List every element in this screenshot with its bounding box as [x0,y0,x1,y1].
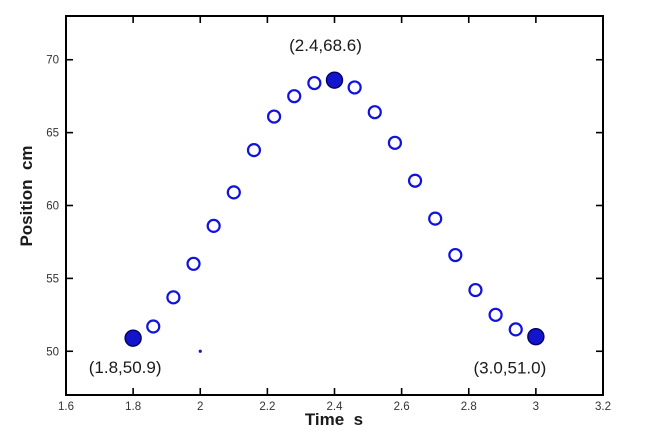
data-point-open [428,211,443,226]
data-point-dot [198,349,202,353]
data-point-open [407,173,423,188]
data-point-open [146,319,161,334]
data-point-open [387,135,403,150]
data-point-open [488,307,503,322]
data-point-open [186,256,201,271]
data-point-open [468,282,483,298]
data-point-open [287,89,302,104]
data-point-filled [527,327,545,346]
data-point-open [206,218,221,234]
point-annotation: (1.8,50.9) [89,358,162,377]
y-tick-label: 55 [46,273,59,285]
data-point-open [448,247,463,263]
x-tick-label: 3 [533,401,539,413]
data-point-open [508,322,523,337]
y-tick-label: 65 [46,128,59,140]
y-tick-label: 60 [46,201,59,213]
point-annotation: (2.4,68.6) [289,36,362,55]
data-point-filled [325,71,344,89]
data-point-open [307,75,322,91]
data-point-open [226,185,241,200]
x-tick-label: 2.8 [461,401,477,413]
data-point-open [266,109,282,124]
x-tick-label: 1.6 [58,401,74,413]
x-tick-label: 2.2 [259,401,275,413]
x-tick-label: 2 [197,401,203,413]
data-point-open [347,80,362,95]
data-point-open [166,290,181,305]
data-point-filled [124,329,142,347]
point-annotation: (3.0,51.0) [473,359,546,378]
y-tick-label: 70 [46,55,59,67]
x-tick-label: 2.6 [394,401,410,413]
x-tick-label: 1.8 [125,401,141,413]
y-tick-label: 50 [46,346,59,358]
data-point-open [367,105,382,120]
data-point-open [246,143,262,158]
x-tick-label: 2.4 [327,401,344,413]
x-tick-label: 3.2 [595,401,611,413]
